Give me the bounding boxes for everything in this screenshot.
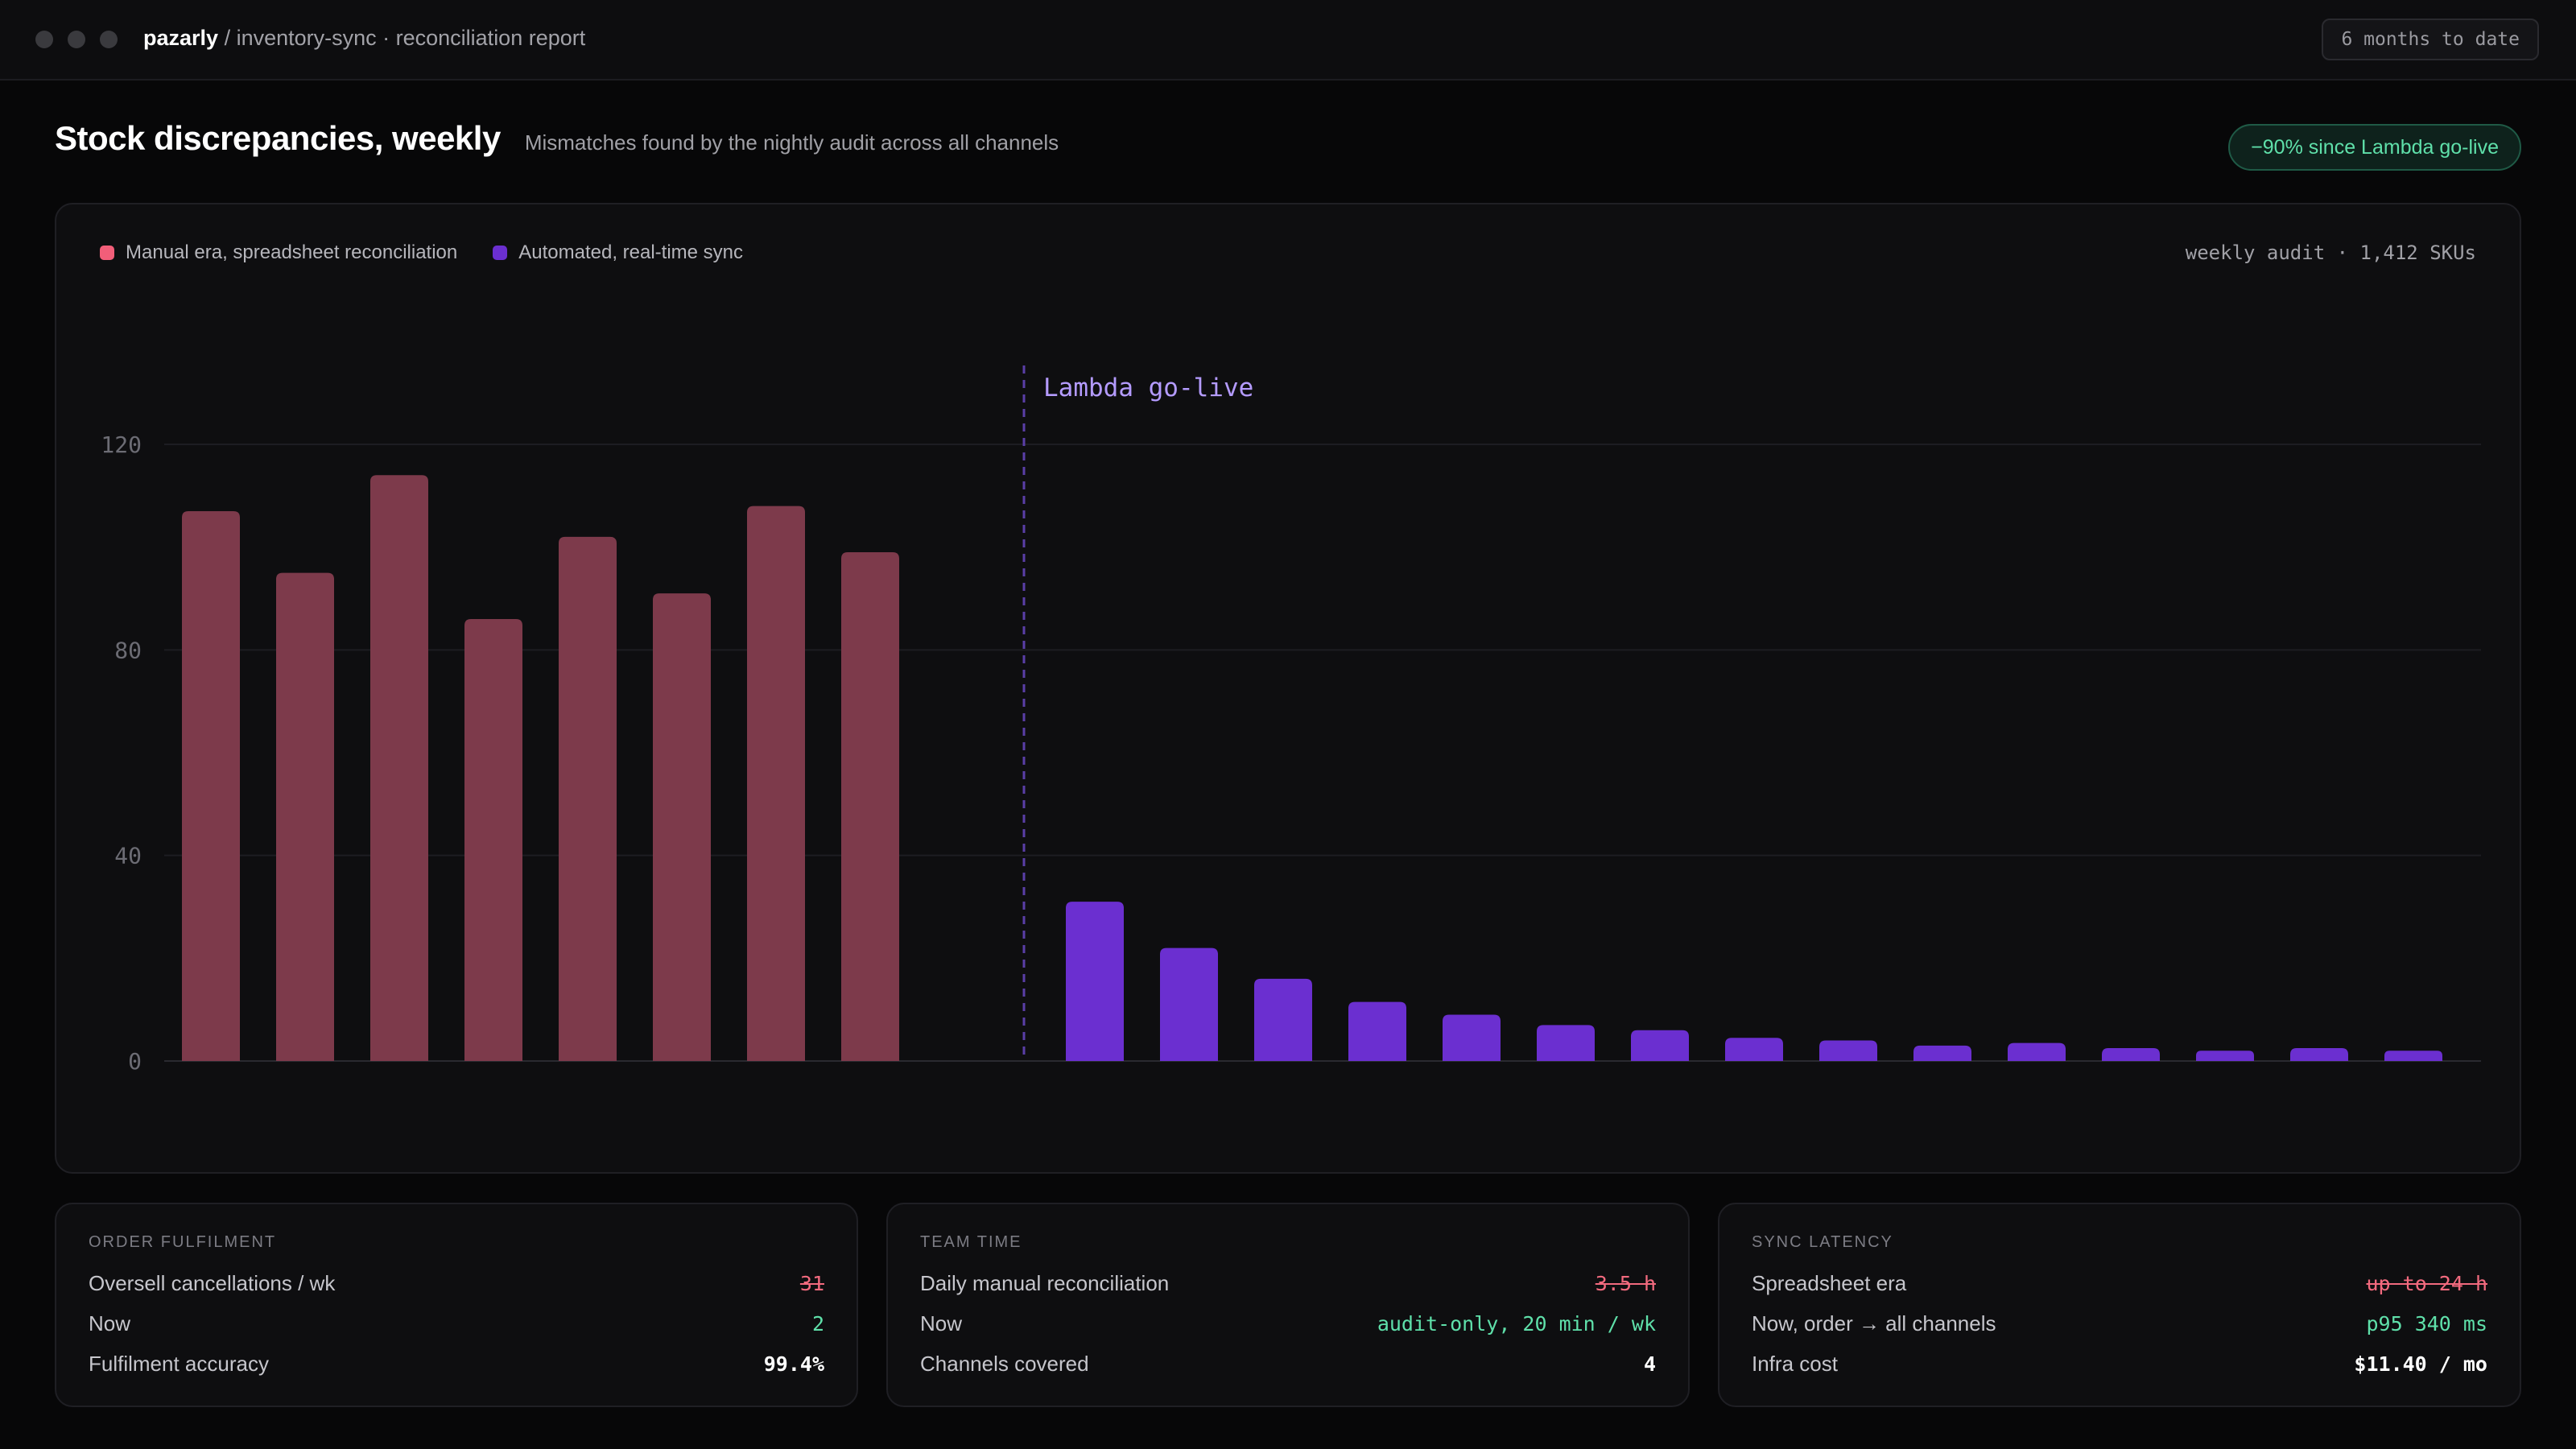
stat-label: Daily manual reconciliation [920, 1270, 1170, 1295]
stat-value-old: 3.5 h [1595, 1271, 1656, 1295]
stat-label: Fulfilment accuracy [89, 1351, 269, 1376]
stat-row: Now 2 [89, 1303, 824, 1344]
bar-automated [1254, 978, 1312, 1061]
bar-automated [1348, 1001, 1406, 1061]
stat-value-now: 2 [811, 1311, 824, 1335]
stat-card-sync-latency: SYNC LATENCY Spreadsheet era up to 24 h … [1718, 1203, 2521, 1407]
chart-grid [164, 444, 2481, 1062]
page-subtitle: Mismatches found by the nightly audit ac… [524, 130, 1059, 155]
stat-value: 4 [1643, 1352, 1656, 1376]
stat-label: Oversell cancellations / wk [89, 1270, 336, 1295]
bar-manual [276, 572, 334, 1061]
y-axis: 0 40 80 120 [101, 431, 142, 1075]
bar-manual [464, 619, 522, 1061]
window-controls [35, 31, 118, 48]
stat-card-title: ORDER FULFILMENT [89, 1233, 277, 1251]
stat-card-order-fulfilment: ORDER FULFILMENT Oversell cancellations … [55, 1203, 858, 1407]
maximize-window-button[interactable] [100, 31, 118, 48]
bar-automated [2384, 1051, 2442, 1061]
breadcrumb-separator: / [218, 26, 237, 50]
chart-note: weekly audit · 1,412 SKUs [2185, 242, 2476, 264]
stat-row: Oversell cancellations / wk 31 [89, 1263, 824, 1303]
legend-label-automated: Automated, real-time sync [518, 242, 744, 263]
breadcrumb-path: inventory-sync · reconciliation report [236, 26, 586, 50]
legend-swatch-automated [493, 246, 508, 260]
bar-automated [1819, 1040, 1877, 1061]
minimize-window-button[interactable] [68, 31, 85, 48]
stat-row: Channels covered 4 [920, 1344, 1656, 1384]
legend-item-automated: Automated, real-time sync [493, 242, 743, 264]
stat-row: Daily manual reconciliation 3.5 h [920, 1263, 1656, 1303]
stat-label: Infra cost [1752, 1351, 1838, 1376]
legend-item-manual: Manual era, spreadsheet reconciliation [100, 242, 457, 264]
bar-manual [559, 536, 617, 1061]
title-bar: pazarly / inventory-sync · reconciliatio… [0, 0, 2576, 80]
stat-label: Now [920, 1311, 963, 1335]
stat-value-old: up to 24 h [2366, 1271, 2487, 1295]
stat-value-now: p95 340 ms [2366, 1311, 2487, 1335]
stat-value: 99.4% [763, 1352, 824, 1376]
chart-legend: Manual era, spreadsheet reconciliation A… [100, 242, 743, 264]
chart-annotation: Lambda go-live [1022, 365, 1253, 1055]
legend-swatch-manual [100, 246, 114, 260]
stat-label: Now, order → all channels [1752, 1311, 1996, 1335]
bar-automated [1160, 947, 1218, 1061]
bar-automated [1066, 902, 1124, 1061]
bar-automated [2290, 1048, 2348, 1061]
y-tick-label: 0 [128, 1048, 142, 1075]
page-heading: Stock discrepancies, weekly Mismatches f… [55, 119, 1059, 158]
stat-row: Now, order → all channels p95 340 ms [1752, 1303, 2487, 1344]
stat-row: Fulfilment accuracy 99.4% [89, 1344, 824, 1384]
bar-automated [2102, 1048, 2160, 1061]
stat-row: Now audit-only, 20 min / wk [920, 1303, 1656, 1344]
bar-automated [2196, 1051, 2254, 1061]
stat-card-title: SYNC LATENCY [1752, 1233, 1893, 1251]
breadcrumb: pazarly / inventory-sync · reconciliatio… [143, 26, 585, 51]
stat-row: Spreadsheet era up to 24 h [1752, 1263, 2487, 1303]
stat-card-title: TEAM TIME [920, 1233, 1022, 1251]
chart-bars [182, 475, 2442, 1061]
bar-automated [1631, 1030, 1689, 1061]
date-range-selector[interactable]: 6 months to date [2322, 19, 2539, 60]
bar-automated [1537, 1025, 1595, 1061]
discrepancy-bar-chart: 0 40 80 120 Lambda go-live [101, 365, 2481, 1075]
go-live-label: Lambda go-live [1043, 374, 1253, 402]
bar-automated [1725, 1038, 1783, 1061]
legend-label-manual: Manual era, spreadsheet reconciliation [126, 242, 458, 263]
bar-manual [182, 510, 240, 1061]
stat-card-team-time: TEAM TIME Daily manual reconciliation 3.… [886, 1203, 1690, 1407]
bar-automated [1913, 1045, 1971, 1061]
bar-manual [841, 552, 899, 1061]
y-tick-label: 80 [114, 637, 142, 663]
chart-card: 0 40 80 120 Lambda go-live Manual era, spre… [55, 203, 2521, 1174]
stat-value-now: audit-only, 20 min / wk [1377, 1311, 1656, 1335]
y-tick-label: 120 [101, 431, 142, 458]
bar-manual [370, 475, 428, 1061]
bar-manual [747, 506, 805, 1061]
page-title: Stock discrepancies, weekly [55, 119, 501, 157]
stat-label: Spreadsheet era [1752, 1270, 1907, 1295]
stat-value-old: 31 [799, 1271, 824, 1295]
stat-row: Infra cost $11.40 / mo [1752, 1344, 2487, 1384]
close-window-button[interactable] [35, 31, 53, 48]
breadcrumb-brand[interactable]: pazarly [143, 26, 219, 50]
y-tick-label: 40 [114, 843, 142, 869]
bar-manual [653, 593, 711, 1061]
improvement-badge: −90% since Lambda go-live [2228, 124, 2521, 171]
bar-automated [2008, 1042, 2066, 1061]
stat-label: Channels covered [920, 1351, 1089, 1376]
stat-value: $11.40 / mo [2354, 1352, 2487, 1376]
bar-automated [1443, 1014, 1501, 1061]
stat-label: Now [89, 1311, 131, 1335]
